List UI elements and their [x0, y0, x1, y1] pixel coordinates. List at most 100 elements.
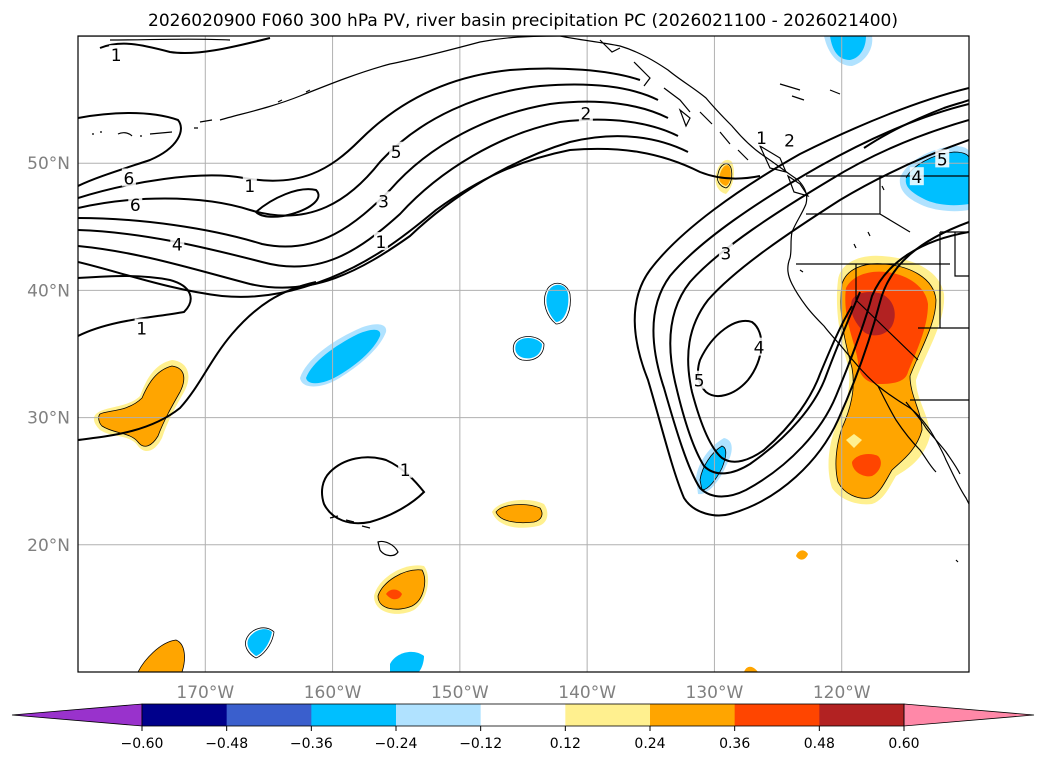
- colorbar-extend-high: [903, 703, 1035, 727]
- contour-label-9: 2: [580, 105, 591, 125]
- pv-contour-1-closed-lobe: [254, 188, 320, 218]
- shade-west-pacific-30n-orange: [98, 366, 184, 447]
- contour-label-bg-5: [242, 176, 257, 195]
- shade-pnw-negative: [905, 152, 969, 206]
- colorbar-tick-label-4: −0.12: [459, 736, 502, 752]
- colorbar-bin-8: [819, 704, 905, 726]
- outline-bottom-left: [137, 639, 185, 672]
- contour-label-bg-12: [718, 243, 733, 262]
- shade-144w-negative: [515, 338, 542, 359]
- outline-western-us: [835, 263, 937, 499]
- shade-pacific-20n-orange: [496, 504, 542, 523]
- x-tick-label-0: 170°W: [176, 683, 234, 703]
- x-tick-label-1: 160°W: [304, 683, 362, 703]
- x-tick-label-4: 130°W: [686, 683, 744, 703]
- colorbar-bin-3: [396, 704, 482, 726]
- outline-131w: [699, 445, 727, 491]
- contour-label-bg-15: [398, 459, 413, 478]
- contour-label-1: 6: [124, 169, 135, 189]
- map-frame: [77, 35, 970, 673]
- pv-contours: [78, 37, 969, 525]
- colorbar-tick-label-2: −0.36: [290, 736, 333, 752]
- shade-131w-negative: [700, 446, 726, 490]
- contour-label-8: 1: [376, 233, 387, 253]
- colorbar-bin-6: [650, 704, 736, 726]
- shade-gulf-alaska-negative: [830, 36, 866, 60]
- contour-label-bg-7: [376, 191, 391, 210]
- outline-132w-48n: [717, 163, 733, 189]
- y-tick-label-1: 30°N: [27, 409, 70, 429]
- precip-shading: [93, 36, 969, 672]
- shade-hawaii-17n-orange: [378, 569, 425, 610]
- pv-contour-1-subtropical: [321, 456, 426, 525]
- pv-contour-3: [78, 118, 679, 268]
- colorbar-tick-label-7: 0.36: [719, 736, 750, 752]
- contour-label-bg-13: [751, 337, 766, 356]
- contour-label-bg-9: [578, 103, 593, 122]
- pv-contour-6: [78, 67, 641, 199]
- latitude-tick-labels: 20°N 30°N 40°N 50°N: [27, 154, 70, 556]
- colorbar-tick-label-9: 0.60: [888, 736, 919, 752]
- y-tick-label-3: 50°N: [27, 154, 70, 174]
- contour-label-2: 6: [130, 196, 141, 216]
- contour-label-bg-11: [782, 130, 797, 149]
- contour-label-16: 5: [937, 150, 948, 170]
- colorbar-bin-4: [480, 704, 566, 726]
- colorbar-bin-0: [142, 704, 228, 726]
- contour-label-15: 1: [400, 461, 411, 481]
- x-tick-label-3: 140°W: [558, 683, 616, 703]
- colorbar-tick-label-5: 0.12: [550, 736, 581, 752]
- y-tick-label-2: 40°N: [27, 281, 70, 301]
- contour-label-4: 1: [136, 320, 147, 340]
- colorbar-bin-2: [311, 704, 397, 726]
- colorbar: −0.60 −0.48 −0.36 −0.24 −0.12 0.12 0.24 0.36 0.4…: [11, 703, 1035, 752]
- shade-mid-pacific-negative: [306, 329, 381, 384]
- outline-west-pacific-30n: [98, 365, 185, 447]
- shade-baja-inner-pale: [846, 434, 862, 448]
- shade-155w-bottom-negative: [390, 651, 424, 672]
- shade-132w-48n-orange: [719, 165, 731, 186]
- pv-trough-outer-1: [633, 87, 969, 517]
- pv-contour-1-west: [78, 275, 192, 337]
- alaska-peninsula-coast: [78, 36, 561, 137]
- contour-label-bg-3: [170, 234, 185, 253]
- pv-contour-1-top: [99, 37, 271, 55]
- x-tick-label-2: 150°W: [431, 683, 489, 703]
- contour-label-bg-6: [389, 141, 404, 160]
- colorbar-frame: [141, 703, 905, 727]
- contour-label-14: 5: [694, 372, 705, 392]
- pv-contour-1-main: [78, 147, 761, 298]
- alaska-panhandle-coast: [559, 36, 808, 205]
- colorbar-tick-label-6: 0.24: [634, 736, 665, 752]
- colorbar-tick-label-3: −0.24: [375, 736, 418, 752]
- contour-label-bg-16: [935, 149, 950, 168]
- contour-label-3: 4: [172, 236, 183, 256]
- contour-label-bg-4: [134, 318, 149, 337]
- contour-label-5: 1: [244, 177, 255, 197]
- shade-142w-negative: [546, 284, 569, 322]
- shade-hawaii-17n-red: [386, 589, 402, 600]
- shade-123w-19n-orange: [796, 550, 808, 560]
- contour-label-12: 3: [720, 245, 731, 265]
- outline-166w: [245, 627, 275, 659]
- outline-hawaii-17n: [377, 569, 426, 610]
- contour-label-10: 1: [756, 129, 767, 149]
- colorbar-tick-label-1: −0.48: [205, 736, 248, 752]
- pv-trough-3: [669, 119, 969, 475]
- colorbar-bin-1: [226, 704, 312, 726]
- bc-islands: [678, 83, 841, 198]
- contour-label-0: 1: [111, 46, 122, 66]
- pv-trough-4: [687, 139, 969, 463]
- x-tick-label-5: 120°W: [813, 683, 871, 703]
- baja-coast: [877, 385, 961, 475]
- state-borders: [796, 175, 969, 401]
- contour-label-13: 4: [754, 339, 765, 359]
- contour-label-bg-8: [373, 232, 388, 251]
- outline-142w: [544, 282, 571, 325]
- outline-144w: [512, 336, 545, 361]
- colorbar-tick-label-0: −0.60: [121, 736, 164, 752]
- shade-baja-red: [852, 454, 881, 477]
- shade-western-us-darkred: [850, 292, 895, 336]
